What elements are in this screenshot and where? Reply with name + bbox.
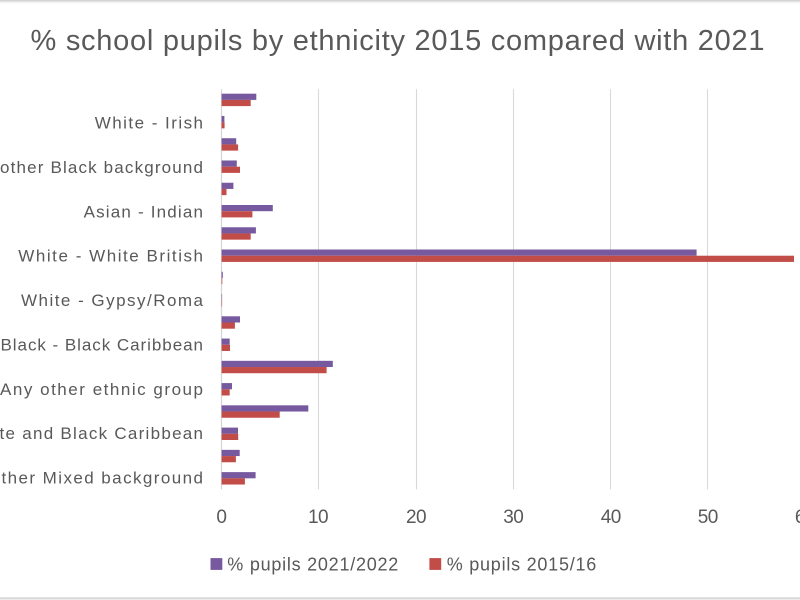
svg-text:Black - Black Caribbean: Black - Black Caribbean: [1, 335, 204, 354]
svg-text:% school pupils by ethnicity 2: % school pupils by ethnicity 2015 compar…: [31, 25, 765, 57]
svg-text:Any other ethnic group: Any other ethnic group: [0, 380, 203, 399]
svg-text:60: 60: [795, 507, 800, 528]
svg-text:% pupils 2015/16: % pupils 2015/16: [447, 555, 597, 575]
svg-text:40: 40: [601, 507, 622, 528]
svg-text:White - Gypsy/Roma: White - Gypsy/Roma: [21, 291, 204, 310]
svg-text:Asian - Indian: Asian - Indian: [84, 202, 203, 221]
svg-text:Black - Any other Black backgr: Black - Any other Black background: [0, 158, 203, 177]
svg-text:50: 50: [698, 507, 719, 528]
svg-text:0: 0: [216, 507, 227, 528]
svg-text:White - White British: White - White British: [18, 247, 203, 266]
svg-text:Mixed - White and Black Caribb: Mixed - White and Black Caribbean: [0, 424, 203, 443]
svg-text:20: 20: [406, 507, 427, 528]
svg-text:% pupils 2021/2022: % pupils 2021/2022: [227, 555, 398, 575]
svg-text:Mixed - Any other Mixed backgr: Mixed - Any other Mixed background: [0, 469, 203, 488]
svg-text:30: 30: [503, 507, 524, 528]
svg-text:10: 10: [308, 507, 329, 528]
